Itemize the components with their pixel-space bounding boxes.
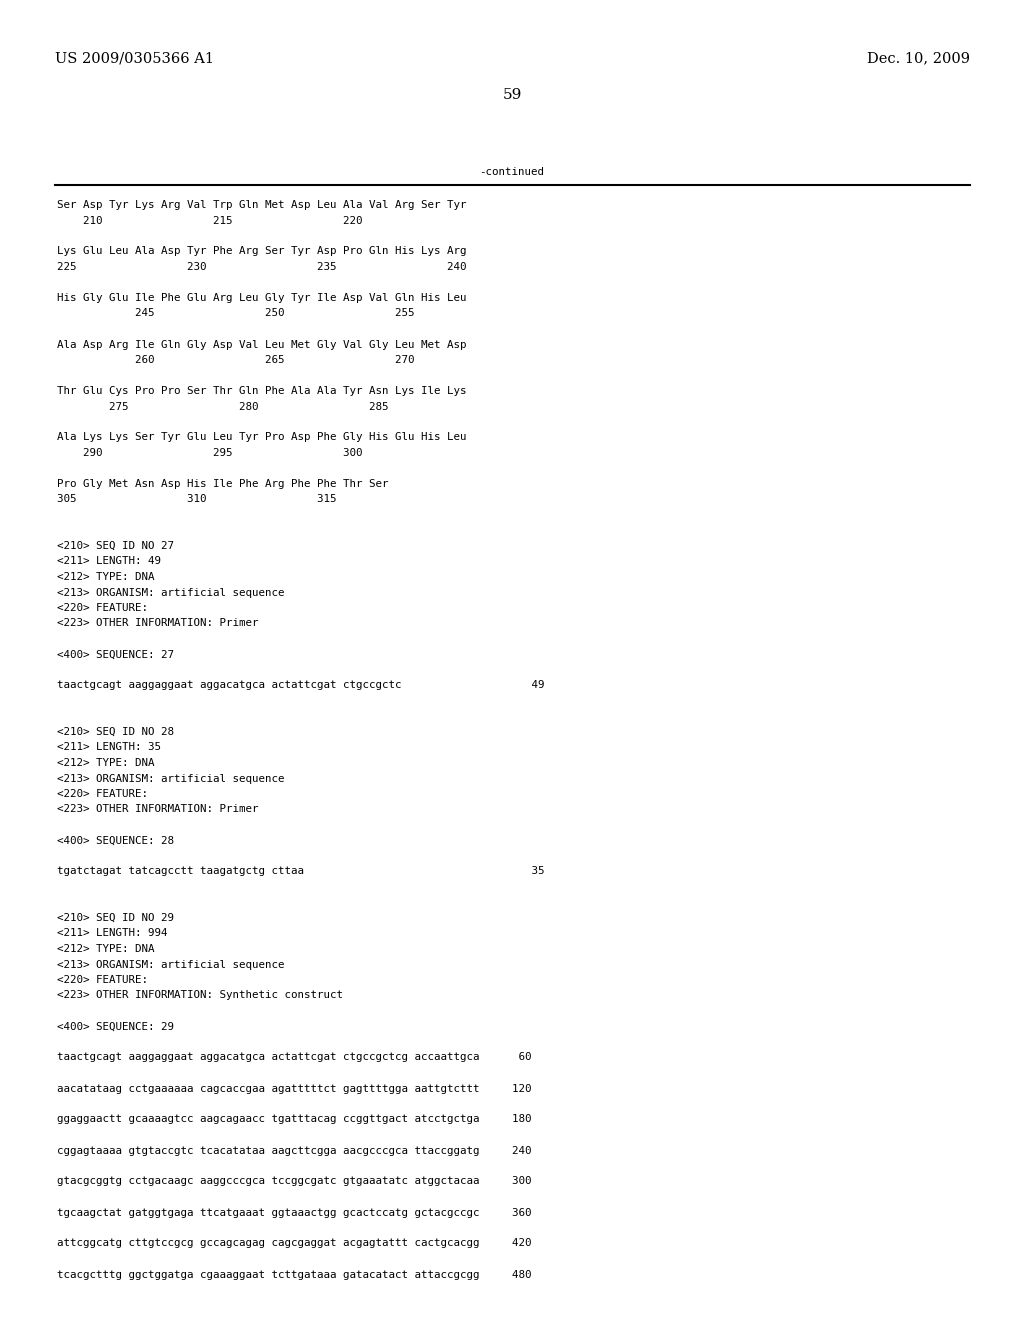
Text: ggaggaactt gcaaaagtcc aagcagaacc tgatttacag ccggttgact atcctgctga     180: ggaggaactt gcaaaagtcc aagcagaacc tgattta… bbox=[57, 1114, 531, 1125]
Text: <210> SEQ ID NO 27: <210> SEQ ID NO 27 bbox=[57, 541, 174, 550]
Text: <220> FEATURE:: <220> FEATURE: bbox=[57, 789, 148, 799]
Text: tgatctagat tatcagcctt taagatgctg cttaa                                   35: tgatctagat tatcagcctt taagatgctg cttaa 3… bbox=[57, 866, 545, 876]
Text: aacatataag cctgaaaaaa cagcaccgaa agatttttct gagttttgga aattgtcttt     120: aacatataag cctgaaaaaa cagcaccgaa agatttt… bbox=[57, 1084, 531, 1093]
Text: <400> SEQUENCE: 29: <400> SEQUENCE: 29 bbox=[57, 1022, 174, 1031]
Text: <400> SEQUENCE: 27: <400> SEQUENCE: 27 bbox=[57, 649, 174, 660]
Text: US 2009/0305366 A1: US 2009/0305366 A1 bbox=[55, 51, 214, 65]
Text: Lys Glu Leu Ala Asp Tyr Phe Arg Ser Tyr Asp Pro Gln His Lys Arg: Lys Glu Leu Ala Asp Tyr Phe Arg Ser Tyr … bbox=[57, 247, 467, 256]
Text: <210> SEQ ID NO 28: <210> SEQ ID NO 28 bbox=[57, 727, 174, 737]
Text: <400> SEQUENCE: 28: <400> SEQUENCE: 28 bbox=[57, 836, 174, 846]
Text: Ser Asp Tyr Lys Arg Val Trp Gln Met Asp Leu Ala Val Arg Ser Tyr: Ser Asp Tyr Lys Arg Val Trp Gln Met Asp … bbox=[57, 201, 467, 210]
Text: tgcaagctat gatggtgaga ttcatgaaat ggtaaactgg gcactccatg gctacgccgc     360: tgcaagctat gatggtgaga ttcatgaaat ggtaaac… bbox=[57, 1208, 531, 1217]
Text: attcggcatg cttgtccgcg gccagcagag cagcgaggat acgagtattt cactgcacgg     420: attcggcatg cttgtccgcg gccagcagag cagcgag… bbox=[57, 1238, 531, 1249]
Text: <223> OTHER INFORMATION: Primer: <223> OTHER INFORMATION: Primer bbox=[57, 619, 258, 628]
Text: <223> OTHER INFORMATION: Primer: <223> OTHER INFORMATION: Primer bbox=[57, 804, 258, 814]
Text: <213> ORGANISM: artificial sequence: <213> ORGANISM: artificial sequence bbox=[57, 587, 285, 598]
Text: <213> ORGANISM: artificial sequence: <213> ORGANISM: artificial sequence bbox=[57, 774, 285, 784]
Text: 225                 230                 235                 240: 225 230 235 240 bbox=[57, 261, 467, 272]
Text: 290                 295                 300: 290 295 300 bbox=[57, 447, 362, 458]
Text: <213> ORGANISM: artificial sequence: <213> ORGANISM: artificial sequence bbox=[57, 960, 285, 969]
Text: <223> OTHER INFORMATION: Synthetic construct: <223> OTHER INFORMATION: Synthetic const… bbox=[57, 990, 343, 1001]
Text: gtacgcggtg cctgacaagc aaggcccgca tccggcgatc gtgaaatatc atggctacaa     300: gtacgcggtg cctgacaagc aaggcccgca tccggcg… bbox=[57, 1176, 531, 1187]
Text: <212> TYPE: DNA: <212> TYPE: DNA bbox=[57, 758, 155, 768]
Text: -continued: -continued bbox=[479, 168, 545, 177]
Text: Ala Lys Lys Ser Tyr Glu Leu Tyr Pro Asp Phe Gly His Glu His Leu: Ala Lys Lys Ser Tyr Glu Leu Tyr Pro Asp … bbox=[57, 433, 467, 442]
Text: Thr Glu Cys Pro Pro Ser Thr Gln Phe Ala Ala Tyr Asn Lys Ile Lys: Thr Glu Cys Pro Pro Ser Thr Gln Phe Ala … bbox=[57, 385, 467, 396]
Text: cggagtaaaa gtgtaccgtc tcacatataa aagcttcgga aacgcccgca ttaccggatg     240: cggagtaaaa gtgtaccgtc tcacatataa aagcttc… bbox=[57, 1146, 531, 1155]
Text: <211> LENGTH: 49: <211> LENGTH: 49 bbox=[57, 557, 161, 566]
Text: 305                 310                 315: 305 310 315 bbox=[57, 495, 337, 504]
Text: <211> LENGTH: 994: <211> LENGTH: 994 bbox=[57, 928, 168, 939]
Text: Ala Asp Arg Ile Gln Gly Asp Val Leu Met Gly Val Gly Leu Met Asp: Ala Asp Arg Ile Gln Gly Asp Val Leu Met … bbox=[57, 339, 467, 350]
Text: <210> SEQ ID NO 29: <210> SEQ ID NO 29 bbox=[57, 913, 174, 923]
Text: taactgcagt aaggaggaat aggacatgca actattcgat ctgccgctcg accaattgca      60: taactgcagt aaggaggaat aggacatgca actattc… bbox=[57, 1052, 531, 1063]
Text: <212> TYPE: DNA: <212> TYPE: DNA bbox=[57, 572, 155, 582]
Text: <220> FEATURE:: <220> FEATURE: bbox=[57, 603, 148, 612]
Text: <212> TYPE: DNA: <212> TYPE: DNA bbox=[57, 944, 155, 954]
Text: 210                 215                 220: 210 215 220 bbox=[57, 215, 362, 226]
Text: 275                 280                 285: 275 280 285 bbox=[57, 401, 388, 412]
Text: 245                 250                 255: 245 250 255 bbox=[57, 309, 415, 318]
Text: taactgcagt aaggaggaat aggacatgca actattcgat ctgccgctc                    49: taactgcagt aaggaggaat aggacatgca actattc… bbox=[57, 681, 545, 690]
Text: <211> LENGTH: 35: <211> LENGTH: 35 bbox=[57, 742, 161, 752]
Text: <220> FEATURE:: <220> FEATURE: bbox=[57, 975, 148, 985]
Text: Dec. 10, 2009: Dec. 10, 2009 bbox=[867, 51, 970, 65]
Text: 260                 265                 270: 260 265 270 bbox=[57, 355, 415, 366]
Text: 59: 59 bbox=[503, 88, 521, 102]
Text: tcacgctttg ggctggatga cgaaaggaat tcttgataaa gatacatact attaccgcgg     480: tcacgctttg ggctggatga cgaaaggaat tcttgat… bbox=[57, 1270, 531, 1279]
Text: His Gly Glu Ile Phe Glu Arg Leu Gly Tyr Ile Asp Val Gln His Leu: His Gly Glu Ile Phe Glu Arg Leu Gly Tyr … bbox=[57, 293, 467, 304]
Text: Pro Gly Met Asn Asp His Ile Phe Arg Phe Phe Thr Ser: Pro Gly Met Asn Asp His Ile Phe Arg Phe … bbox=[57, 479, 388, 488]
